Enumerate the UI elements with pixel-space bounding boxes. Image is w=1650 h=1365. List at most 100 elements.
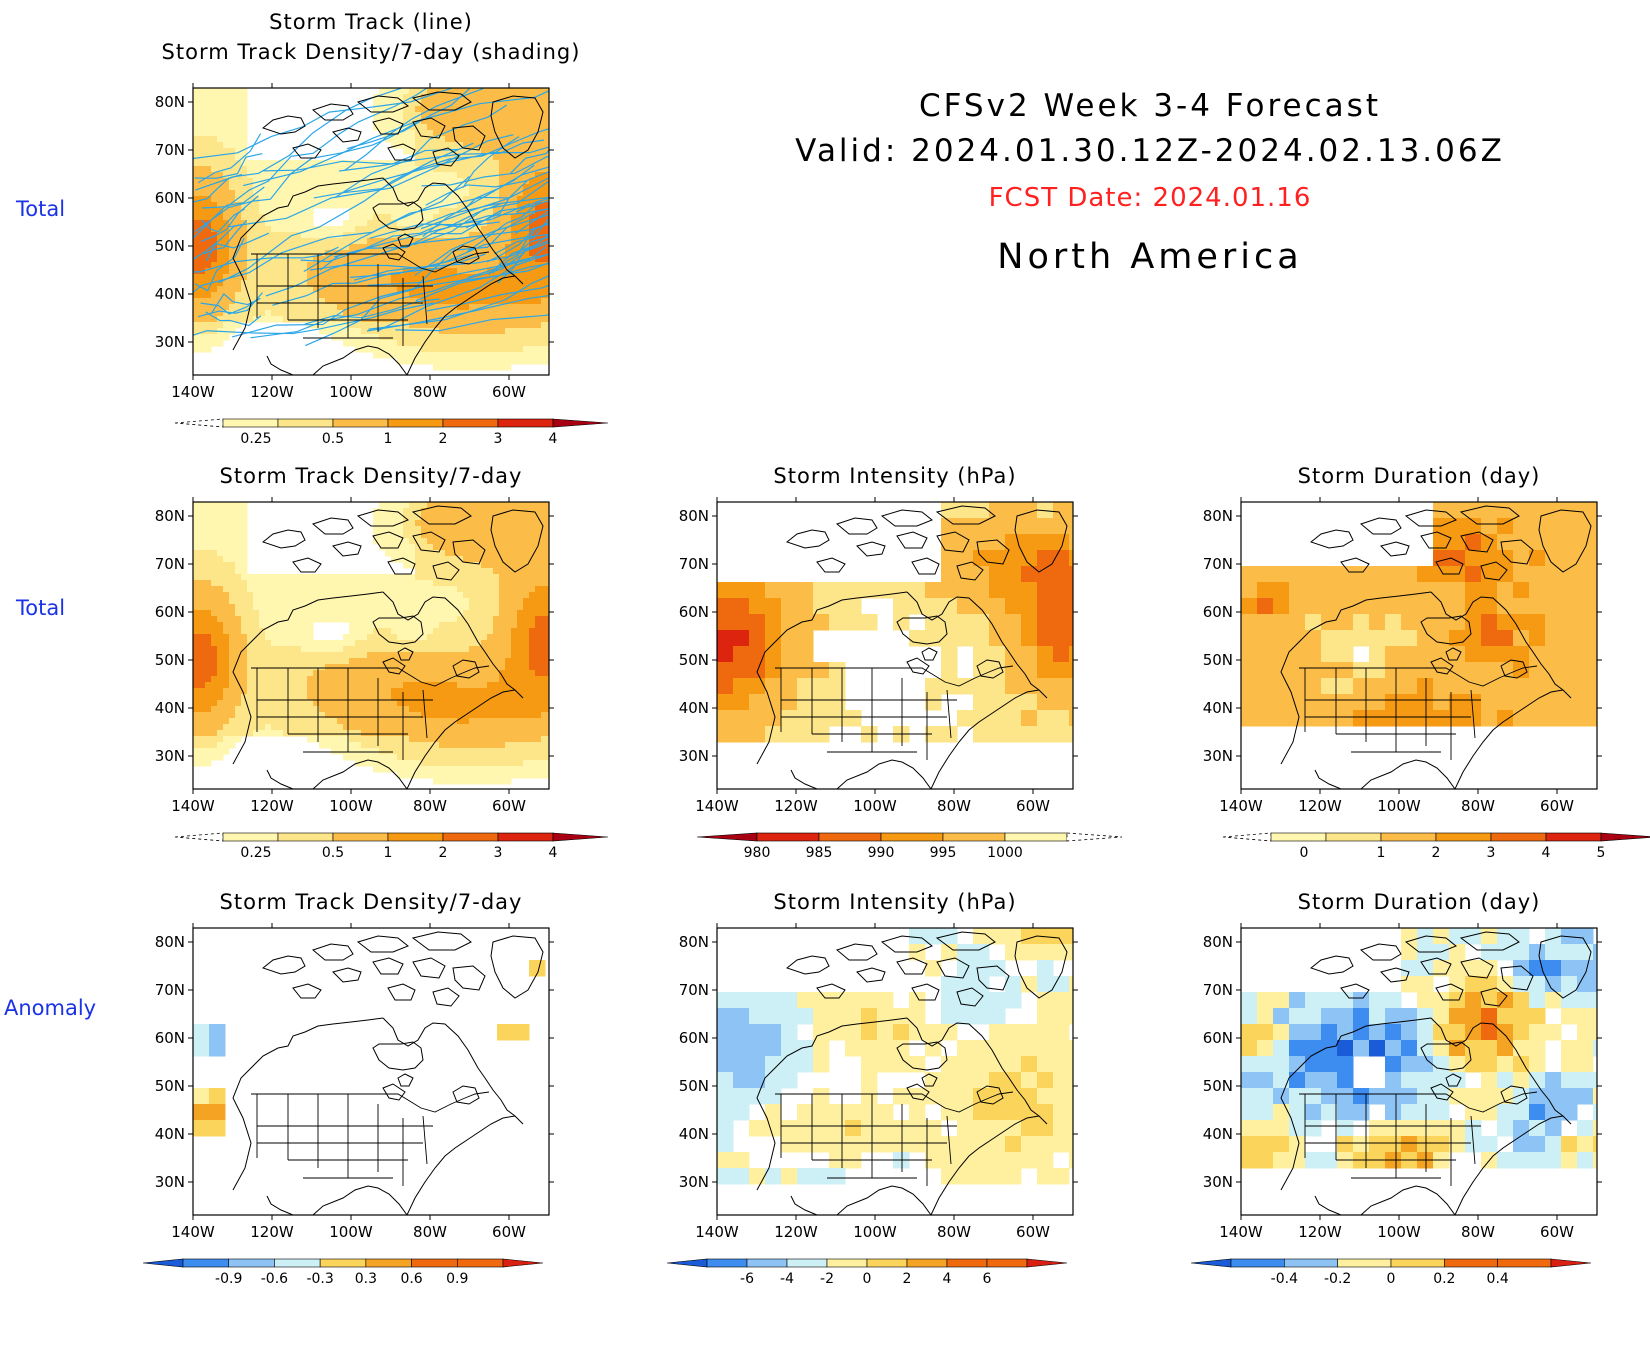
lon-label: 100W (853, 1223, 897, 1241)
colorbar-label: 0 (1300, 845, 1309, 861)
lon-label: 140W (171, 383, 215, 401)
colorbar-label: -2 (820, 1271, 834, 1287)
row-label-anomaly: Anomaly (4, 996, 96, 1020)
lat-label: 70N (1203, 555, 1233, 573)
lon-label: 60W (1016, 797, 1050, 815)
lon-label: 120W (250, 383, 294, 401)
lon-label: 120W (1298, 797, 1342, 815)
political-borders (251, 1092, 489, 1186)
lat-label: 50N (155, 1077, 185, 1095)
lat-label: 80N (1203, 933, 1233, 951)
lat-label: 40N (155, 285, 185, 303)
lat-label: 40N (1203, 1125, 1233, 1143)
panel-title: Storm Duration (day) (1181, 890, 1650, 914)
lat-label: 60N (1203, 1029, 1233, 1047)
colorbar-label: 4 (549, 431, 558, 447)
lat-label: 70N (155, 141, 185, 159)
lon-label: 60W (1016, 1223, 1050, 1241)
lon-label: 100W (1377, 797, 1421, 815)
lat-label: 40N (155, 1125, 185, 1143)
lon-label: 60W (1540, 797, 1574, 815)
lon-label: 80W (413, 383, 447, 401)
lat-label: 60N (155, 603, 185, 621)
lon-label: 140W (171, 1223, 215, 1241)
lon-label: 140W (695, 797, 739, 815)
panel-title: Storm Track Density/7-day (133, 464, 609, 488)
lat-label: 30N (155, 1173, 185, 1191)
lat-label: 70N (679, 555, 709, 573)
colorbar-label: 1000 (987, 845, 1023, 861)
colorbar-label: 1 (384, 431, 393, 447)
colorbar-label: 0 (863, 1271, 872, 1287)
colorbar-label: 980 (744, 845, 771, 861)
lon-label: 120W (250, 797, 294, 815)
lon-label: 140W (1219, 797, 1263, 815)
lon-label: 140W (171, 797, 215, 815)
lat-label: 80N (1203, 507, 1233, 525)
row-label-total-1: Total (16, 197, 65, 221)
colorbar-label: 3 (494, 845, 503, 861)
colorbar-label: -6 (740, 1271, 754, 1287)
valid-period: Valid: 2024.01.30.12Z-2024.02.13.06Z (760, 133, 1540, 169)
lat-label: 30N (155, 333, 185, 351)
colorbar-label: 0.6 (400, 1271, 422, 1287)
lat-label: 60N (1203, 603, 1233, 621)
colorbar-label: -4 (780, 1271, 794, 1287)
lon-label: 100W (1377, 1223, 1421, 1241)
lat-label: 30N (679, 1173, 709, 1191)
coastlines (233, 932, 543, 1215)
panel-title: Storm Intensity (hPa) (657, 890, 1133, 914)
colorbar-label: 1 (1377, 845, 1386, 861)
colorbar-label: -0.3 (306, 1271, 333, 1287)
lon-label: 80W (413, 1223, 447, 1241)
colorbar-label: 0.5 (322, 845, 344, 861)
colorbar-label: -0.2 (1324, 1271, 1351, 1287)
lon-label: 60W (492, 383, 526, 401)
map-frame (193, 928, 549, 1215)
colorbar-label: 0.25 (240, 845, 271, 861)
lon-label: 80W (937, 797, 971, 815)
region-name: North America (760, 237, 1540, 277)
lat-label: 80N (155, 933, 185, 951)
colorbar-label: 3 (494, 431, 503, 447)
colorbar-label: 0 (1387, 1271, 1396, 1287)
colorbar-label: 2 (903, 1271, 912, 1287)
lat-label: 50N (1203, 651, 1233, 669)
lon-label: 120W (1298, 1223, 1342, 1241)
colorbar-label: 2 (439, 845, 448, 861)
lon-label: 60W (1540, 1223, 1574, 1241)
lat-label: 80N (155, 507, 185, 525)
colorbar-label: 0.25 (240, 431, 271, 447)
lon-label: 140W (695, 1223, 739, 1241)
lon-label: 60W (492, 797, 526, 815)
lon-label: 60W (492, 1223, 526, 1241)
colorbar-label: 0.9 (446, 1271, 468, 1287)
forecast-date: FCST Date: 2024.01.16 (760, 183, 1540, 213)
colorbar-label: 2 (439, 431, 448, 447)
lat-label: 70N (155, 555, 185, 573)
lat-label: 40N (1203, 699, 1233, 717)
lat-label: 50N (1203, 1077, 1233, 1095)
lat-label: 60N (679, 603, 709, 621)
panel-title: Storm Duration (day) (1181, 464, 1650, 488)
colorbar-label: -0.4 (1271, 1271, 1298, 1287)
lon-label: 100W (853, 797, 897, 815)
shading-field (717, 502, 1086, 743)
lon-label: 100W (329, 1223, 373, 1241)
panel-title: Storm Track Density/7-day (shading) (133, 40, 609, 64)
panel-title: Storm Track Density/7-day (133, 890, 609, 914)
lon-label: 120W (774, 1223, 818, 1241)
shading-field (1241, 502, 1610, 727)
lat-label: 80N (679, 507, 709, 525)
shading-field (1241, 928, 1610, 1169)
lat-label: 70N (1203, 981, 1233, 999)
shading-field (193, 960, 546, 1137)
